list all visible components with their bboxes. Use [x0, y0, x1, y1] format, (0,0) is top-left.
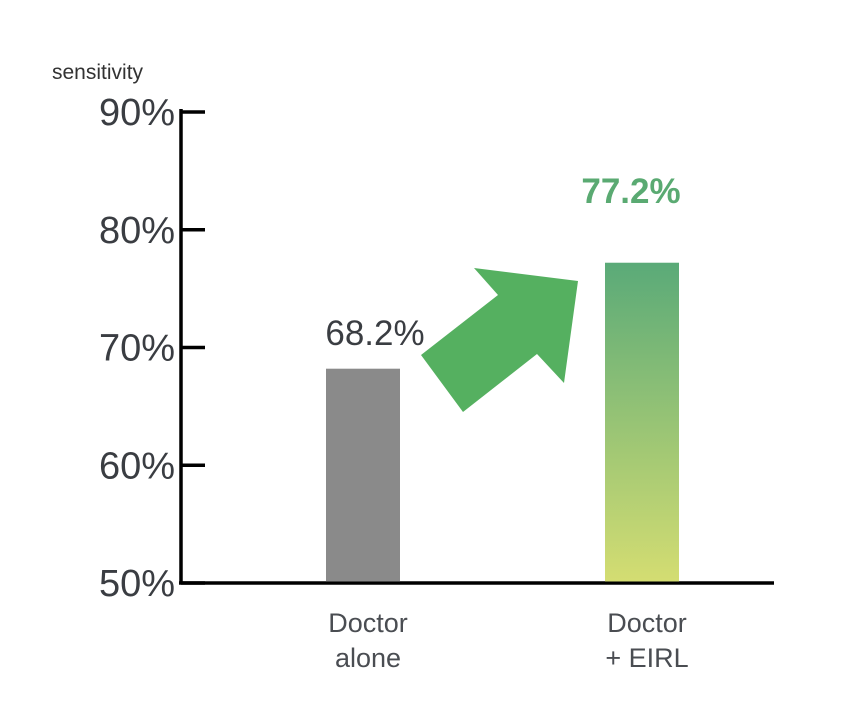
y-axis-ticks: 90% 80% 70% 60% 50% [99, 92, 205, 605]
value-label: 77.2% [581, 172, 680, 211]
category-label: Doctor [607, 608, 687, 638]
y-tick-label: 70% [99, 328, 175, 370]
increase-arrow [421, 268, 578, 412]
category-label: Doctor [328, 608, 408, 638]
bars [326, 262, 679, 582]
y-tick-label: 60% [99, 445, 175, 487]
y-tick-label: 50% [99, 563, 175, 605]
category-labels: Doctor alone Doctor + EIRL [328, 608, 688, 673]
category-label: + EIRL [605, 643, 688, 673]
y-axis-title: sensitivity [52, 61, 144, 84]
value-labels: 68.2% 77.2% [325, 172, 680, 353]
value-label: 68.2% [325, 314, 424, 353]
y-tick-label: 90% [99, 92, 175, 134]
bar-2 [605, 262, 679, 582]
y-tick-label: 80% [99, 210, 175, 252]
bar-1 [326, 368, 400, 582]
category-label: alone [335, 643, 401, 673]
